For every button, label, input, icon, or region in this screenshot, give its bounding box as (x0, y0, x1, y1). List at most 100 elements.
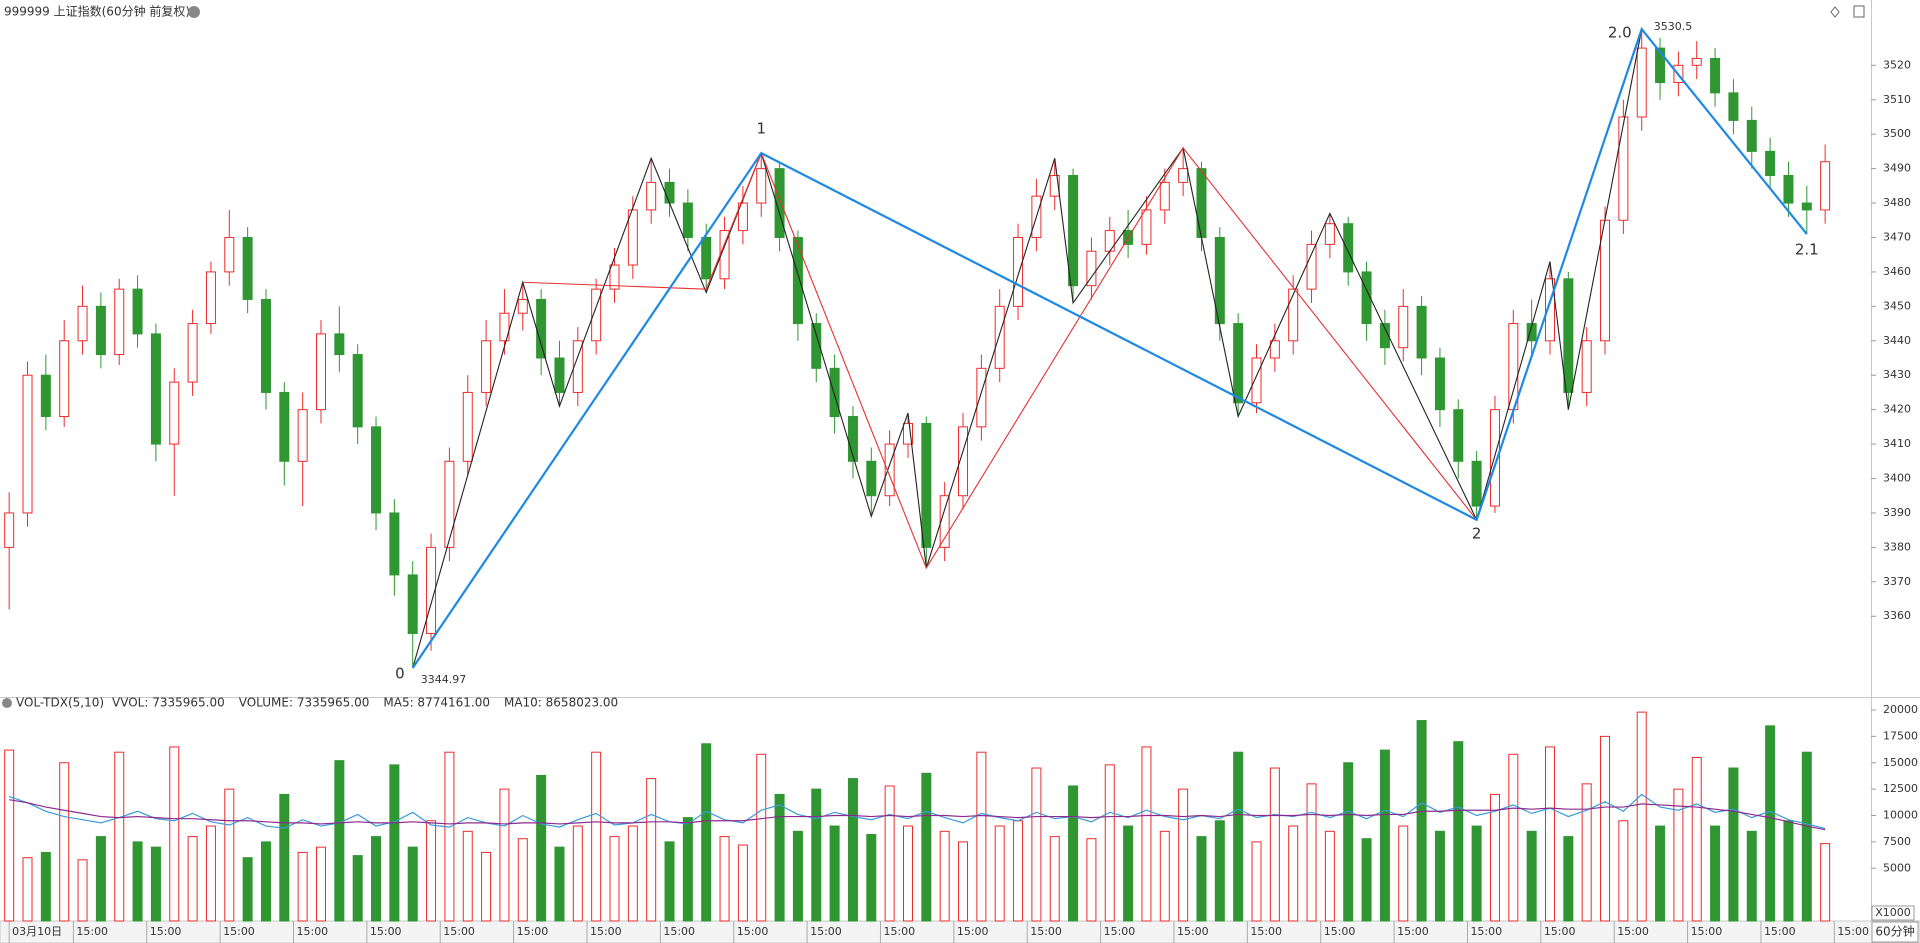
y-tick-label: 3460 (1883, 265, 1911, 278)
volume-bar (1196, 836, 1207, 922)
candle-body (1526, 323, 1537, 342)
candle-body (994, 305, 1005, 369)
candle-body (572, 340, 583, 393)
volume-bar (902, 825, 913, 922)
volume-bar (591, 751, 602, 922)
volume-bar (1141, 746, 1152, 922)
y-tick-label: 7500 (1883, 835, 1911, 848)
pivot-label: 3344.97 (421, 673, 467, 686)
x-tick-label: 15:00 (590, 925, 622, 938)
candle-body (1306, 243, 1317, 290)
volume-bar (1324, 830, 1335, 922)
candle-body (939, 495, 950, 548)
candle-body (517, 298, 528, 314)
candle-body (902, 422, 913, 445)
volume-bar (847, 778, 858, 922)
y-tick-label: 3500 (1883, 127, 1911, 140)
volume-bar (811, 788, 822, 922)
candle-body (169, 381, 180, 445)
candle-body (1563, 278, 1574, 393)
candle-body (279, 391, 290, 462)
zigzag-line (412, 29, 1643, 669)
volume-readout: VOLUME: 7335965.00 (239, 696, 370, 710)
y-tick-label: 3480 (1883, 196, 1911, 209)
title-menu[interactable] (188, 6, 200, 18)
x-tick-label: 15:00 (663, 925, 695, 938)
volume-readout: MA5: 8774161.00 (383, 696, 490, 710)
pivot-label: 3530.5 (1654, 20, 1693, 33)
volume-bar (407, 846, 418, 922)
volume-bar (1471, 825, 1482, 922)
y-tick-label: 3470 (1883, 230, 1911, 243)
volume-bar (77, 859, 88, 922)
candle-body (407, 574, 418, 634)
candle-body (1416, 305, 1427, 359)
volume-bar (389, 764, 400, 922)
x-tick-label: 15:00 (76, 925, 108, 938)
volume-bar (1710, 825, 1721, 922)
x-tick-label: 15:00 (957, 925, 989, 938)
y-tick-label: 10000 (1883, 809, 1918, 822)
candle-body (260, 298, 271, 393)
x-tick-label: 15:00 (1764, 925, 1796, 938)
volume-bar (352, 855, 363, 922)
candle-body (426, 546, 437, 634)
volume-bar (22, 857, 33, 922)
pivot-label: 2.1 (1795, 241, 1819, 259)
candle-body (829, 367, 840, 418)
y-tick-label: 3390 (1883, 506, 1911, 519)
volume-readout: VVOL: 7335965.00 (112, 696, 225, 710)
y-tick-label: 3440 (1883, 334, 1911, 347)
candle-body (316, 333, 327, 411)
candle-body (462, 391, 473, 462)
period-button[interactable] (1871, 921, 1919, 943)
volume-menu[interactable] (2, 698, 12, 708)
volume-bar (554, 846, 565, 922)
volume-bar (976, 751, 987, 922)
pivot-label: 0 (395, 665, 405, 683)
period-label[interactable]: 60分钟 (1875, 924, 1914, 939)
candle-body (554, 357, 565, 393)
x-tick-label: 15:00 (296, 925, 328, 938)
candle-body (1159, 181, 1170, 211)
candle-body (499, 312, 510, 342)
volume-bar (1379, 749, 1390, 922)
pivot-label: 2.0 (1608, 24, 1632, 42)
candle-body (1214, 236, 1225, 325)
candle-body (1398, 305, 1409, 349)
x-tick-label: 15:00 (737, 925, 769, 938)
candle-body (1765, 150, 1776, 177)
icon-panel[interactable] (1853, 5, 1865, 18)
candle-body (792, 236, 803, 325)
icon-diamond[interactable] (1830, 6, 1840, 18)
candle-body (132, 288, 143, 335)
y-tick-label: 5000 (1883, 861, 1911, 874)
unit-box (1871, 905, 1915, 921)
x-tick-label: 15:00 (1617, 925, 1649, 938)
x-tick-label: 15:00 (810, 925, 842, 938)
y-tick-label: 3420 (1883, 403, 1911, 416)
volume-bar (205, 825, 216, 922)
volume-bar (1673, 788, 1684, 922)
candle-body (1471, 460, 1482, 507)
candle-body (1489, 409, 1500, 507)
volume-bar (59, 762, 70, 922)
volume-bar (1526, 830, 1537, 922)
volume-bar (884, 785, 895, 922)
candle-body (371, 426, 382, 514)
candle-body (536, 298, 547, 359)
volume-bar (572, 825, 583, 922)
volume-bar (1159, 830, 1170, 922)
volume-bar (279, 793, 290, 922)
candle-body (646, 181, 657, 211)
volume-readout: MA10: 8658023.00 (504, 696, 618, 710)
candle-body (205, 271, 216, 325)
candle-body (187, 323, 198, 383)
volume-bar (1049, 836, 1060, 922)
volume-bar (1581, 783, 1592, 922)
volume-bar (499, 788, 510, 922)
candle-body (737, 202, 748, 232)
volume-bar (719, 836, 730, 922)
candle-body (1104, 230, 1115, 252)
candle-body (1655, 47, 1666, 84)
